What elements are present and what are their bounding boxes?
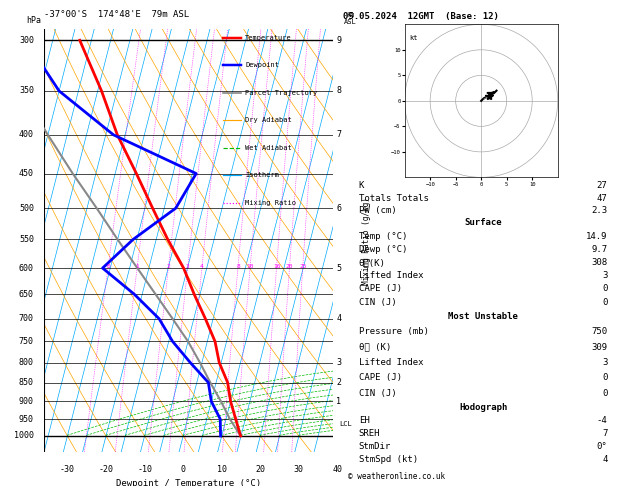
Text: 8: 8 — [236, 264, 240, 269]
Text: 550: 550 — [19, 235, 34, 244]
Text: 350: 350 — [19, 87, 34, 95]
Text: 600: 600 — [19, 263, 34, 273]
Text: 47: 47 — [597, 193, 608, 203]
Text: 7: 7 — [602, 429, 608, 438]
Text: 0: 0 — [602, 373, 608, 382]
Text: 3: 3 — [186, 264, 190, 269]
Text: 450: 450 — [19, 169, 34, 178]
Text: 0°: 0° — [597, 442, 608, 451]
Text: 2: 2 — [167, 264, 170, 269]
Text: 400: 400 — [19, 130, 34, 139]
Text: StmSpd (kt): StmSpd (kt) — [359, 455, 418, 465]
Text: 20: 20 — [286, 264, 293, 269]
Text: 9: 9 — [337, 36, 342, 45]
Text: 2: 2 — [337, 378, 342, 387]
Text: 0: 0 — [602, 389, 608, 398]
Text: θᴇ(K): θᴇ(K) — [359, 258, 386, 267]
Text: 800: 800 — [19, 358, 34, 367]
Text: CIN (J): CIN (J) — [359, 389, 396, 398]
Text: 500: 500 — [19, 204, 34, 213]
Text: hPa: hPa — [26, 16, 42, 25]
Text: CIN (J): CIN (J) — [359, 297, 396, 307]
Text: © weatheronline.co.uk: © weatheronline.co.uk — [348, 472, 445, 481]
Text: 0: 0 — [602, 297, 608, 307]
Text: Most Unstable: Most Unstable — [448, 312, 518, 321]
Text: Parcel Trajectory: Parcel Trajectory — [245, 89, 318, 96]
Text: SREH: SREH — [359, 429, 380, 438]
Text: 05.05.2024  12GMT  (Base: 12): 05.05.2024 12GMT (Base: 12) — [343, 12, 499, 21]
Text: 16: 16 — [273, 264, 281, 269]
Text: 700: 700 — [19, 314, 34, 323]
Text: 5: 5 — [337, 263, 342, 273]
Text: Hodograph: Hodograph — [459, 403, 507, 412]
Text: PW (cm): PW (cm) — [359, 206, 396, 215]
Text: Lifted Index: Lifted Index — [359, 271, 423, 280]
Text: 25: 25 — [299, 264, 306, 269]
Text: 950: 950 — [19, 415, 34, 424]
Text: K: K — [359, 181, 364, 191]
Text: 10: 10 — [217, 465, 226, 474]
Text: 308: 308 — [591, 258, 608, 267]
Text: -4: -4 — [597, 416, 608, 425]
Text: 9.7: 9.7 — [591, 245, 608, 254]
Text: Temperature: Temperature — [245, 35, 292, 41]
Text: Dewpoint: Dewpoint — [245, 62, 279, 68]
Text: 8: 8 — [337, 87, 342, 95]
Text: Wet Adiabat: Wet Adiabat — [245, 144, 292, 151]
Text: 14.9: 14.9 — [586, 231, 608, 241]
Text: 4: 4 — [602, 455, 608, 465]
Text: 300: 300 — [19, 36, 34, 45]
Text: 1: 1 — [135, 264, 139, 269]
Text: Isotherm: Isotherm — [245, 172, 279, 178]
Text: Mixing Ratio: Mixing Ratio — [245, 200, 296, 206]
Text: -37°00'S  174°48'E  79m ASL: -37°00'S 174°48'E 79m ASL — [44, 10, 189, 18]
Text: 10: 10 — [247, 264, 254, 269]
Text: km
ASL: km ASL — [344, 12, 357, 25]
Text: 1: 1 — [337, 397, 342, 406]
Text: 850: 850 — [19, 378, 34, 387]
Text: CAPE (J): CAPE (J) — [359, 284, 402, 294]
Text: CAPE (J): CAPE (J) — [359, 373, 402, 382]
Text: 0: 0 — [181, 465, 186, 474]
Text: Pressure (mb): Pressure (mb) — [359, 327, 428, 336]
Text: Mixing Ratio (g/kg): Mixing Ratio (g/kg) — [362, 197, 371, 284]
Text: Dewpoint / Temperature (°C): Dewpoint / Temperature (°C) — [116, 480, 261, 486]
Text: 0: 0 — [602, 284, 608, 294]
Text: kt: kt — [409, 35, 418, 40]
Text: Dry Adiabat: Dry Adiabat — [245, 117, 292, 123]
Text: StmDir: StmDir — [359, 442, 391, 451]
Text: 750: 750 — [19, 337, 34, 346]
Text: 30: 30 — [294, 465, 304, 474]
Text: 3: 3 — [602, 271, 608, 280]
Text: 40: 40 — [333, 465, 342, 474]
Text: 650: 650 — [19, 290, 34, 299]
Text: LCL: LCL — [339, 421, 352, 427]
Text: 6: 6 — [337, 204, 342, 213]
Text: Totals Totals: Totals Totals — [359, 193, 428, 203]
Text: -10: -10 — [137, 465, 152, 474]
Text: -20: -20 — [99, 465, 113, 474]
Text: 4: 4 — [337, 314, 342, 323]
Text: EH: EH — [359, 416, 369, 425]
Text: 750: 750 — [591, 327, 608, 336]
Text: 3: 3 — [337, 358, 342, 367]
Text: 1000: 1000 — [14, 432, 34, 440]
Text: 4: 4 — [200, 264, 204, 269]
Text: 20: 20 — [255, 465, 265, 474]
Text: 3: 3 — [602, 358, 608, 367]
Text: 2.3: 2.3 — [591, 206, 608, 215]
Text: Temp (°C): Temp (°C) — [359, 231, 407, 241]
Text: 900: 900 — [19, 397, 34, 406]
Text: θᴇ (K): θᴇ (K) — [359, 343, 391, 351]
Text: 27: 27 — [597, 181, 608, 191]
Text: Surface: Surface — [464, 218, 502, 227]
Text: Lifted Index: Lifted Index — [359, 358, 423, 367]
Text: 0: 0 — [106, 264, 110, 269]
Text: -30: -30 — [60, 465, 75, 474]
Text: 309: 309 — [591, 343, 608, 351]
Text: Dewp (°C): Dewp (°C) — [359, 245, 407, 254]
Text: 7: 7 — [337, 130, 342, 139]
